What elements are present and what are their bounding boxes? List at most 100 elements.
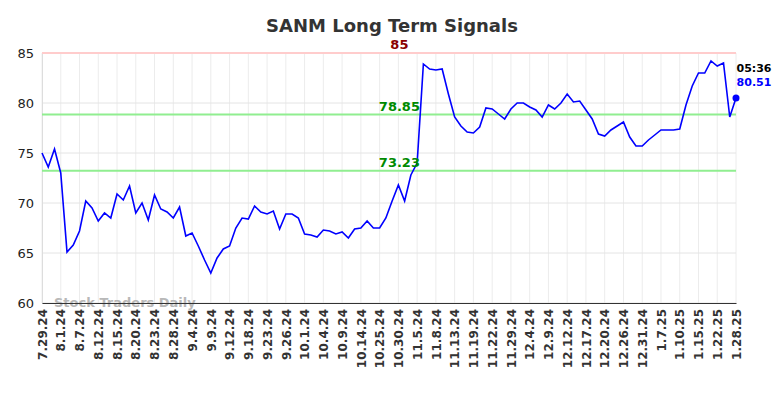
x-tick-label: 12.31.24 — [636, 309, 650, 368]
x-tick-label: 8.1.24 — [54, 309, 68, 352]
x-tick-label: 10.25.24 — [373, 309, 387, 368]
grid-line-x — [660, 53, 661, 303]
y-tick: 60 — [17, 296, 42, 311]
x-tick-label: 10.1.24 — [298, 309, 312, 360]
x-tick-label: 12.26.24 — [617, 309, 631, 368]
x-tick: 9.23.24 — [261, 303, 275, 360]
x-tick: 12.4.24 — [523, 303, 537, 360]
time-label: 05:36 — [736, 62, 771, 75]
y-tick: 85 — [17, 46, 42, 61]
x-tick-label: 12.9.24 — [542, 309, 556, 360]
x-tick-label: 9.4.24 — [186, 309, 200, 352]
x-tick: 11.19.24 — [467, 303, 481, 368]
reference-line — [42, 52, 736, 54]
x-tick: 11.8.24 — [430, 303, 444, 360]
x-tick: 9.26.24 — [280, 303, 294, 360]
last-value-label: 80.51 — [737, 76, 772, 89]
x-tick-label: 11.29.24 — [505, 309, 519, 368]
x-tick: 8.1.24 — [54, 303, 68, 352]
x-tick: 9.12.24 — [223, 303, 237, 360]
plot-area — [42, 53, 740, 273]
x-tick-label: 10.4.24 — [317, 309, 331, 360]
grid-line-x — [154, 53, 155, 303]
grid-line-x — [604, 53, 605, 303]
x-tick-label: 11.13.24 — [448, 309, 462, 368]
grid-line-x — [398, 53, 399, 303]
x-tick-label: 1.10.25 — [673, 309, 687, 360]
x-tick-label: 10.9.24 — [336, 309, 350, 360]
grid-line-x — [623, 53, 624, 303]
grid-line-x — [642, 53, 643, 303]
grid-line-x — [679, 53, 680, 303]
grid-line-x — [79, 53, 80, 303]
watermark: Stock Traders Daily — [54, 295, 196, 310]
grid-line-x — [417, 53, 418, 303]
grid-line-x — [529, 53, 530, 303]
x-tick-label: 11.22.24 — [486, 309, 500, 368]
x-tick-label: 10.30.24 — [392, 309, 406, 368]
x-tick: 12.31.24 — [636, 303, 650, 368]
x-tick-label: 11.19.24 — [467, 309, 481, 368]
y-tick-label: 60 — [17, 296, 34, 311]
x-tick-label: 9.9.24 — [205, 309, 219, 352]
x-tick-label: 11.5.24 — [411, 309, 425, 360]
grid-line-x — [473, 53, 474, 303]
x-tick: 10.4.24 — [317, 303, 331, 360]
x-tick-label: 12.17.24 — [580, 309, 594, 368]
x-tick: 11.29.24 — [505, 303, 519, 368]
grid-line-x — [285, 53, 286, 303]
y-tick-label: 80 — [17, 96, 34, 111]
x-tick: 10.14.24 — [355, 303, 369, 368]
chart-container: Stock Traders Daily 60 65 70 75 80 85 7.29.24 8.… — [0, 0, 784, 398]
x-tick-label: 9.12.24 — [223, 309, 237, 360]
x-tick-label: 12.20.24 — [598, 309, 612, 368]
x-tick-label: 8.20.24 — [129, 309, 143, 360]
x-tick-label: 7.29.24 — [36, 309, 50, 360]
x-tick: 11.5.24 — [411, 303, 425, 360]
x-tick-label: 1.22.25 — [711, 309, 725, 360]
reference-line — [42, 114, 736, 116]
grid-line-y — [42, 153, 736, 154]
grid-line-y — [42, 253, 736, 254]
x-tick: 1.7.25 — [655, 303, 669, 352]
y-tick: 75 — [17, 146, 42, 161]
grid-line-x — [736, 53, 737, 303]
x-tick-label: 8.7.24 — [73, 309, 87, 352]
x-tick: 12.17.24 — [580, 303, 594, 368]
y-tick-label: 75 — [17, 146, 34, 161]
y-tick: 65 — [17, 246, 42, 261]
x-tick-label: 1.7.25 — [655, 309, 669, 352]
x-tick-label: 9.23.24 — [261, 309, 275, 360]
x-tick: 1.28.25 — [730, 303, 744, 360]
x-tick-label: 10.14.24 — [355, 309, 369, 368]
grid-line-x — [304, 53, 305, 303]
reference-label: 73.23 — [379, 155, 420, 170]
reference-line — [42, 170, 736, 172]
title: SANM Long Term Signals — [266, 15, 518, 36]
grid-line-x — [360, 53, 361, 303]
x-tick-label: 1.15.25 — [692, 309, 706, 360]
chart-svg: Stock Traders Daily 60 65 70 75 80 85 7.29.24 8.… — [0, 0, 784, 398]
price-line — [42, 61, 736, 273]
y-tick: 70 — [17, 196, 42, 211]
grid-line-x — [342, 53, 343, 303]
x-tick: 8.15.24 — [111, 303, 125, 360]
y-tick-label: 65 — [17, 246, 34, 261]
x-tick: 12.20.24 — [598, 303, 612, 368]
x-tick: 8.12.24 — [92, 303, 106, 360]
x-tick: 9.4.24 — [186, 303, 200, 352]
x-axis-line — [43, 303, 737, 304]
x-tick: 10.1.24 — [298, 303, 312, 360]
y-axis-line — [42, 54, 43, 304]
x-tick: 8.20.24 — [129, 303, 143, 360]
grid-line-x — [379, 53, 380, 303]
y-tick-label: 85 — [17, 46, 34, 61]
x-tick-label: 9.26.24 — [280, 309, 294, 360]
grid-line-x — [510, 53, 511, 303]
grid-line-x — [567, 53, 568, 303]
x-tick: 11.13.24 — [448, 303, 462, 368]
x-tick-label: 9.18.24 — [242, 309, 256, 360]
x-tick: 10.30.24 — [392, 303, 406, 368]
x-tick-label: 8.15.24 — [111, 309, 125, 360]
x-tick: 12.26.24 — [617, 303, 631, 368]
